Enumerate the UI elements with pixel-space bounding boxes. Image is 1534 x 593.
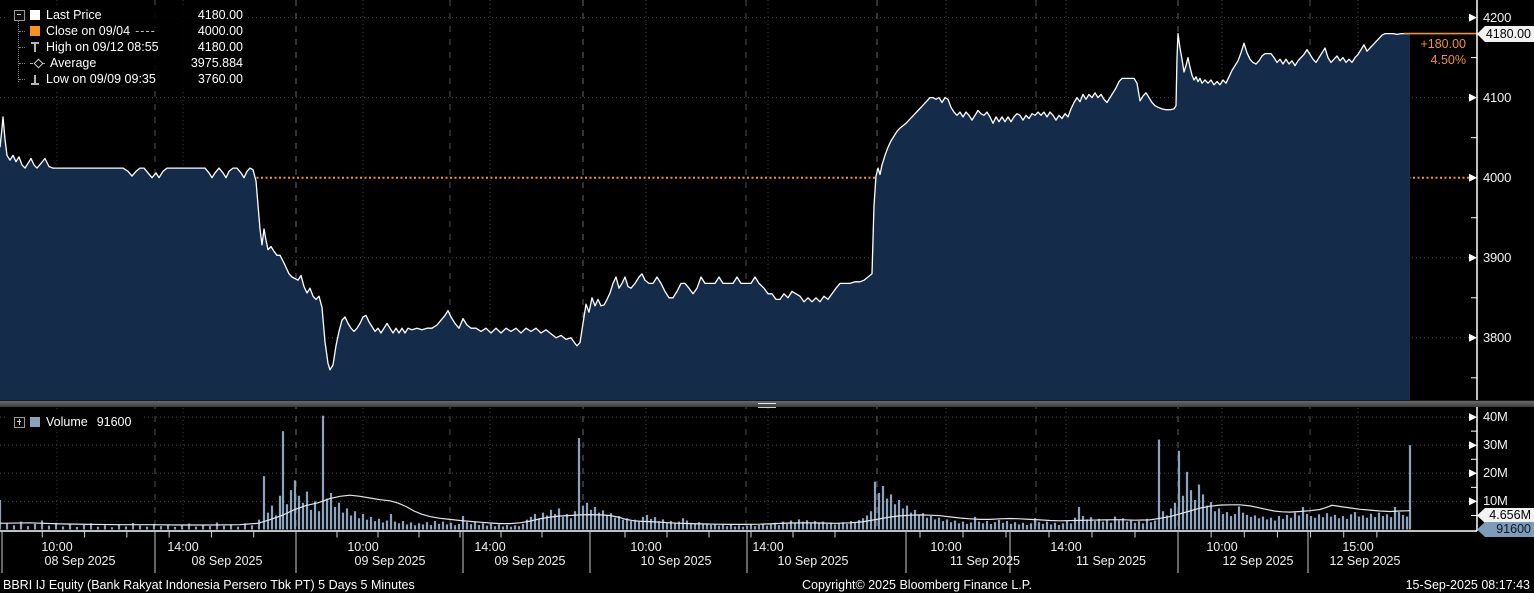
x-time: 15:00: [1342, 540, 1374, 554]
x-date: 12 Sep 2025: [1329, 554, 1401, 568]
x-date: 09 Sep 2025: [354, 554, 426, 568]
average-marker-icon: [30, 57, 45, 70]
x-time: 14:00: [167, 540, 199, 554]
x-time: 10:00: [1206, 540, 1238, 554]
x-time: 10:00: [347, 540, 379, 554]
x-time: 10:00: [41, 540, 73, 554]
legend-value: 4000.00: [197, 24, 243, 38]
pane-splitter[interactable]: [0, 400, 1534, 408]
price-change-label: +180.00: [1420, 37, 1466, 51]
price-tick-3800: 3800: [1483, 330, 1512, 345]
volume-tick-40m: 40M: [1483, 409, 1508, 424]
price-tick-4100: 4100: [1483, 90, 1512, 105]
x-date: 09 Sep 2025: [494, 554, 566, 568]
x-label-group: 14:00 11 Sep 2025: [1001, 540, 1146, 568]
x-label-group: 10:00 10 Sep 2025: [581, 540, 711, 568]
terminal-timestamp: 15-Sep-2025 08:17:43: [1405, 578, 1530, 592]
high-marker-icon: [30, 41, 41, 54]
legend-row-low[interactable]: Low on 09/09 09:35 3760.00: [6, 71, 248, 87]
x-label-group: 10:00 12 Sep 2025: [1157, 540, 1293, 568]
volume-legend[interactable]: Volume 91600: [6, 412, 142, 432]
x-date: 10 Sep 2025: [640, 554, 712, 568]
volume-tick-10m: 10M: [1483, 493, 1508, 508]
legend-row-high[interactable]: High on 09/12 08:55 4180.00: [6, 39, 248, 55]
x-date: 11 Sep 2025: [950, 554, 1020, 568]
legend-row-last-price[interactable]: Last Price 4180.00: [6, 7, 248, 23]
status-bar: BBRI IJ Equity (Bank Rakyat Indonesia Pe…: [0, 578, 1534, 593]
volume-tick-30m: 30M: [1483, 437, 1508, 452]
legend-label: Low on 09/09 09:35: [46, 72, 156, 86]
price-tick-4200: 4200: [1483, 10, 1512, 25]
price-tick-4000: 4000: [1483, 170, 1512, 185]
x-time: 10:00: [930, 540, 962, 554]
close-line-style-sample: ----: [135, 24, 156, 38]
x-label-group: 14:00 09 Sep 2025: [425, 540, 565, 568]
legend-row-close[interactable]: Close on 09/04 ---- 4000.00: [6, 23, 248, 39]
legend-label: Close on 09/04: [46, 24, 131, 38]
legend-value: 3975.884: [190, 56, 243, 70]
x-label-group: 14:00 10 Sep 2025: [703, 540, 848, 568]
x-date: 10 Sep 2025: [777, 554, 849, 568]
x-label-group: 15:00 12 Sep 2025: [1293, 540, 1423, 568]
x-time: 14:00: [752, 540, 784, 554]
x-label-group: 10:00 11 Sep 2025: [881, 540, 1020, 568]
splitter-handle-icon[interactable]: [758, 403, 776, 408]
legend-label: Average: [50, 56, 97, 70]
x-date: 08 Sep 2025: [191, 554, 263, 568]
legend-label: High on 09/12 08:55: [46, 40, 159, 54]
x-label-group: 10:00 09 Sep 2025: [298, 540, 428, 568]
x-time: 14:00: [474, 540, 506, 554]
price-tick-3900: 3900: [1483, 250, 1512, 265]
copyright-notice: Copyright© 2025 Bloomberg Finance L.P.: [802, 578, 1032, 592]
price-legend: Last Price 4180.00 Close on 09/04 ---- 4…: [6, 5, 248, 90]
legend-label: Last Price: [46, 8, 102, 22]
volume-average-badge: 4.656M: [1477, 508, 1534, 523]
price-volume-chart-canvas[interactable]: [0, 0, 1534, 578]
volume-tick-20m: 20M: [1483, 465, 1508, 480]
legend-value: 3760.00: [197, 72, 243, 86]
volume-legend-label: Volume: [46, 415, 88, 429]
security-description: BBRI IJ Equity (Bank Rakyat Indonesia Pe…: [3, 578, 415, 592]
x-date: 08 Sep 2025: [44, 554, 116, 568]
x-date: 11 Sep 2025: [1076, 554, 1146, 568]
volume-legend-value: 91600: [96, 415, 132, 429]
legend-value: 4180.00: [197, 8, 243, 22]
x-date: 12 Sep 2025: [1222, 554, 1294, 568]
low-marker-icon: [30, 73, 41, 86]
price-change-pct-label: 4.50%: [1430, 53, 1466, 67]
chart-plot-area: Last Price 4180.00 Close on 09/04 ---- 4…: [0, 0, 1534, 578]
collapse-box-icon[interactable]: [14, 9, 25, 21]
x-label-group: 10:00 08 Sep 2025: [0, 540, 122, 568]
volume-swatch-icon: [30, 417, 40, 427]
expand-box-icon[interactable]: [14, 416, 25, 428]
x-time: 10:00: [630, 540, 662, 554]
volume-last-badge: 91600: [1477, 522, 1534, 537]
last-price-swatch-icon: [30, 10, 40, 20]
legend-row-average[interactable]: Average 3975.884: [6, 55, 248, 71]
legend-value: 4180.00: [197, 40, 243, 54]
x-time: 14:00: [1050, 540, 1082, 554]
close-line-swatch-icon: [30, 26, 40, 36]
x-label-group: 14:00 08 Sep 2025: [118, 540, 262, 568]
last-price-badge: 4180.00: [1477, 26, 1534, 42]
